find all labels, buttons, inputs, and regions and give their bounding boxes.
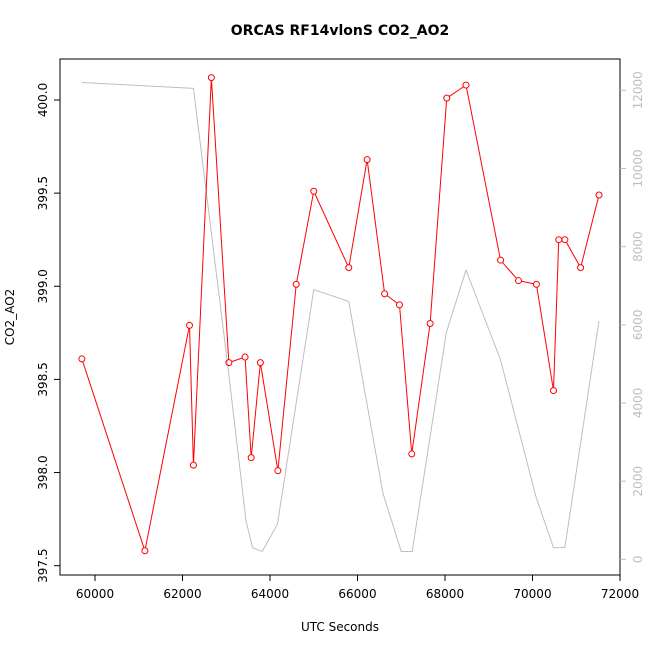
co2-series: [78, 74, 603, 555]
co2-point: [595, 191, 603, 199]
co2-point: [561, 236, 569, 244]
co2-line-segment: [466, 87, 501, 258]
y-tick-label: 400.0: [36, 83, 50, 117]
co2-line-segment: [250, 365, 261, 455]
co2-point: [462, 81, 470, 89]
co2-line-segment: [367, 162, 385, 291]
co2-point: [515, 277, 522, 285]
co2-line-segment: [521, 280, 534, 285]
secondary-series: [81, 81, 600, 553]
co2-line-segment: [244, 360, 252, 455]
co2-line-segment: [260, 365, 278, 468]
co2-line-segment: [231, 357, 243, 363]
x-tick-label: 66000: [338, 587, 376, 601]
y-tick-label: 398.0: [36, 455, 50, 489]
co2-point: [310, 187, 318, 195]
co2-line-segment: [348, 162, 368, 265]
secondary-series-line: [81, 81, 600, 553]
co2-line-segment: [553, 242, 560, 388]
co2-point: [550, 387, 557, 395]
y2-tick-label: 10000: [631, 149, 645, 187]
plot-frame: [59, 58, 621, 576]
x-tick-label: 72000: [601, 587, 639, 601]
co2-line-segment: [399, 307, 413, 451]
x-axis: 60000 62000 64000 66000 68000 70000 72000: [76, 575, 639, 601]
x-tick-label: 60000: [76, 587, 114, 601]
y2-tick-label: 4000: [631, 388, 645, 419]
co2-point: [292, 280, 300, 288]
co2-line-segment: [296, 194, 314, 282]
co2-point: [186, 321, 193, 329]
y-tick-label: 399.5: [36, 176, 50, 210]
co2-point: [577, 264, 585, 272]
co2-line-segment: [411, 326, 431, 452]
co2-line-segment: [502, 262, 517, 279]
co2-point: [396, 301, 403, 309]
y2-tick-label: 0: [631, 556, 645, 564]
co2-line-segment: [211, 80, 230, 360]
co2-point: [241, 353, 249, 361]
co2-point: [274, 467, 282, 475]
co2-line-segment: [82, 361, 145, 549]
co2-line-segment: [314, 193, 348, 266]
co2-point: [426, 320, 434, 328]
co2-line-segment: [144, 328, 190, 548]
y2-tick-label: 8000: [631, 231, 645, 262]
x-axis-label: UTC Seconds: [301, 620, 379, 634]
co2-point: [408, 450, 416, 458]
co2-point: [443, 94, 451, 102]
co2-point: [497, 256, 505, 264]
co2-line-segment: [193, 80, 212, 463]
x-tick-label: 70000: [513, 587, 551, 601]
co2-point: [532, 280, 540, 288]
co2-line-segment: [565, 242, 580, 266]
co2-point: [363, 156, 371, 164]
co2-point: [189, 461, 197, 469]
x-tick-label: 68000: [426, 587, 464, 601]
secondary-y-axis: 0 2000 4000 6000 8000 10000 12000: [620, 71, 645, 563]
co2-point: [256, 359, 264, 367]
y-axis-label: CO2_AO2: [3, 289, 17, 346]
y-axis: 397.5 398.0 398.5 399.0 399.5 400.0: [36, 83, 60, 583]
co2-point: [207, 74, 215, 82]
y2-tick-label: 6000: [631, 310, 645, 341]
y-tick-label: 397.5: [36, 549, 50, 583]
y-tick-label: 399.0: [36, 269, 50, 303]
co2-line-segment: [536, 287, 554, 388]
co2-point: [381, 290, 389, 298]
co2-point: [555, 236, 563, 244]
co2-point: [247, 454, 255, 462]
y2-tick-label: 2000: [631, 466, 645, 497]
y-tick-label: 398.5: [36, 362, 50, 396]
co2-point: [225, 359, 233, 367]
y2-tick-label: 12000: [631, 71, 645, 109]
x-tick-label: 62000: [163, 587, 201, 601]
co2-point: [141, 547, 149, 555]
co2-line-segment: [580, 197, 599, 265]
co2-point: [78, 355, 86, 363]
co2-point: [345, 264, 353, 272]
co2-line-segment: [448, 86, 464, 97]
chart-title: ORCAS RF14vlonS CO2_AO2: [231, 23, 449, 39]
co2-line-segment: [386, 295, 398, 304]
x-tick-label: 64000: [251, 587, 289, 601]
co2-line-segment: [277, 287, 297, 468]
co2-line-segment: [189, 328, 194, 463]
co2-line-segment: [429, 101, 448, 321]
